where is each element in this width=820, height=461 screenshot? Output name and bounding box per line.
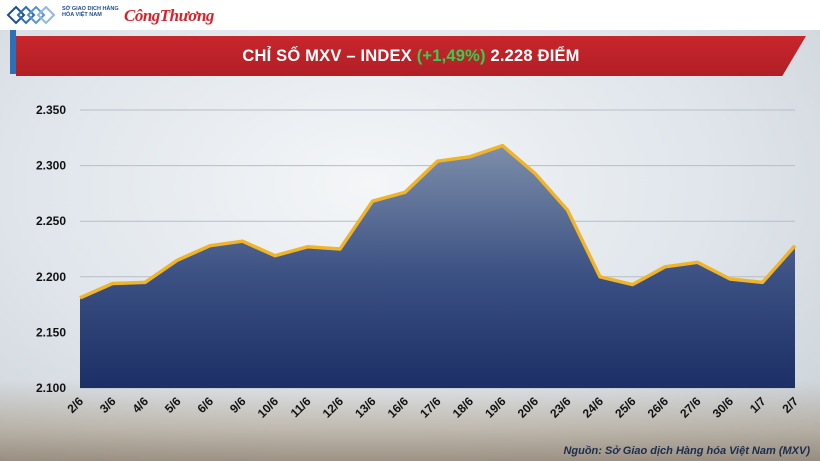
y-tick-label: 2.350 — [36, 103, 66, 117]
x-tick-label: 2/7 — [779, 394, 801, 416]
chart-title: CHỈ SỐ MXV – INDEX (+1,49%) 2.228 ĐIỂM — [242, 47, 579, 66]
logo-text: SỞ GIAO DỊCH HÀNG HÓA VIỆT NAM — [62, 6, 119, 18]
x-tick-label: 2/6 — [64, 394, 86, 416]
x-tick-label: 12/6 — [320, 394, 347, 420]
brand-logo: CôngThương — [124, 6, 214, 25]
y-tick-label: 2.300 — [36, 159, 66, 173]
x-tick-label: 11/6 — [288, 394, 314, 420]
title-prefix: CHỈ SỐ MXV – INDEX — [242, 46, 417, 65]
x-tick-label: 3/6 — [97, 394, 119, 416]
y-tick-label: 2.200 — [36, 270, 66, 284]
x-tick-label: 24/6 — [580, 394, 607, 420]
title-suffix: 2.228 ĐIỂM — [485, 46, 580, 65]
x-tick-label: 27/6 — [677, 394, 704, 420]
x-tick-label: 9/6 — [227, 394, 249, 416]
mxv-index-chart: 2.100 2.150 2.200 2.250 2.300 2.350 2/6 3/6 4/6… — [36, 103, 801, 420]
x-tick-label: 1/7 — [747, 394, 769, 416]
mxv-logo-icon — [6, 5, 56, 25]
x-tick-label: 16/6 — [385, 394, 412, 420]
x-tick-label: 20/6 — [515, 394, 542, 420]
x-tick-label: 6/6 — [194, 394, 216, 416]
accent-stripe — [10, 30, 16, 74]
x-tick-label: 19/6 — [482, 394, 509, 420]
x-tick-label: 4/6 — [129, 394, 151, 416]
source-note: Nguồn: Sở Giao dịch Hàng hóa Việt Nam (M… — [563, 445, 810, 457]
top-header: SỞ GIAO DỊCH HÀNG HÓA VIỆT NAM CôngThươn… — [0, 0, 820, 30]
x-tick-label: 25/6 — [612, 394, 639, 420]
index-area — [80, 145, 795, 388]
title-change: (+1,49%) — [416, 46, 486, 65]
x-tick-label: 26/6 — [645, 394, 672, 420]
y-tick-label: 2.150 — [36, 325, 66, 339]
x-tick-label: 5/6 — [162, 394, 184, 416]
title-banner: CHỈ SỐ MXV – INDEX (+1,49%) 2.228 ĐIỂM — [16, 36, 806, 76]
y-tick-label: 2.100 — [36, 381, 66, 395]
x-tick-label: 13/6 — [352, 394, 379, 420]
x-tick-label: 23/6 — [547, 394, 574, 420]
background-shade — [0, 380, 820, 461]
x-tick-label: 10/6 — [255, 394, 282, 420]
x-tick-label: 18/6 — [450, 394, 477, 420]
y-tick-label: 2.250 — [36, 214, 66, 228]
x-tick-label: 17/6 — [417, 394, 444, 420]
index-line — [79, 143, 797, 300]
logo: SỞ GIAO DỊCH HÀNG HÓA VIỆT NAM CôngThươn… — [6, 4, 214, 28]
x-tick-label: 30/6 — [710, 394, 737, 420]
